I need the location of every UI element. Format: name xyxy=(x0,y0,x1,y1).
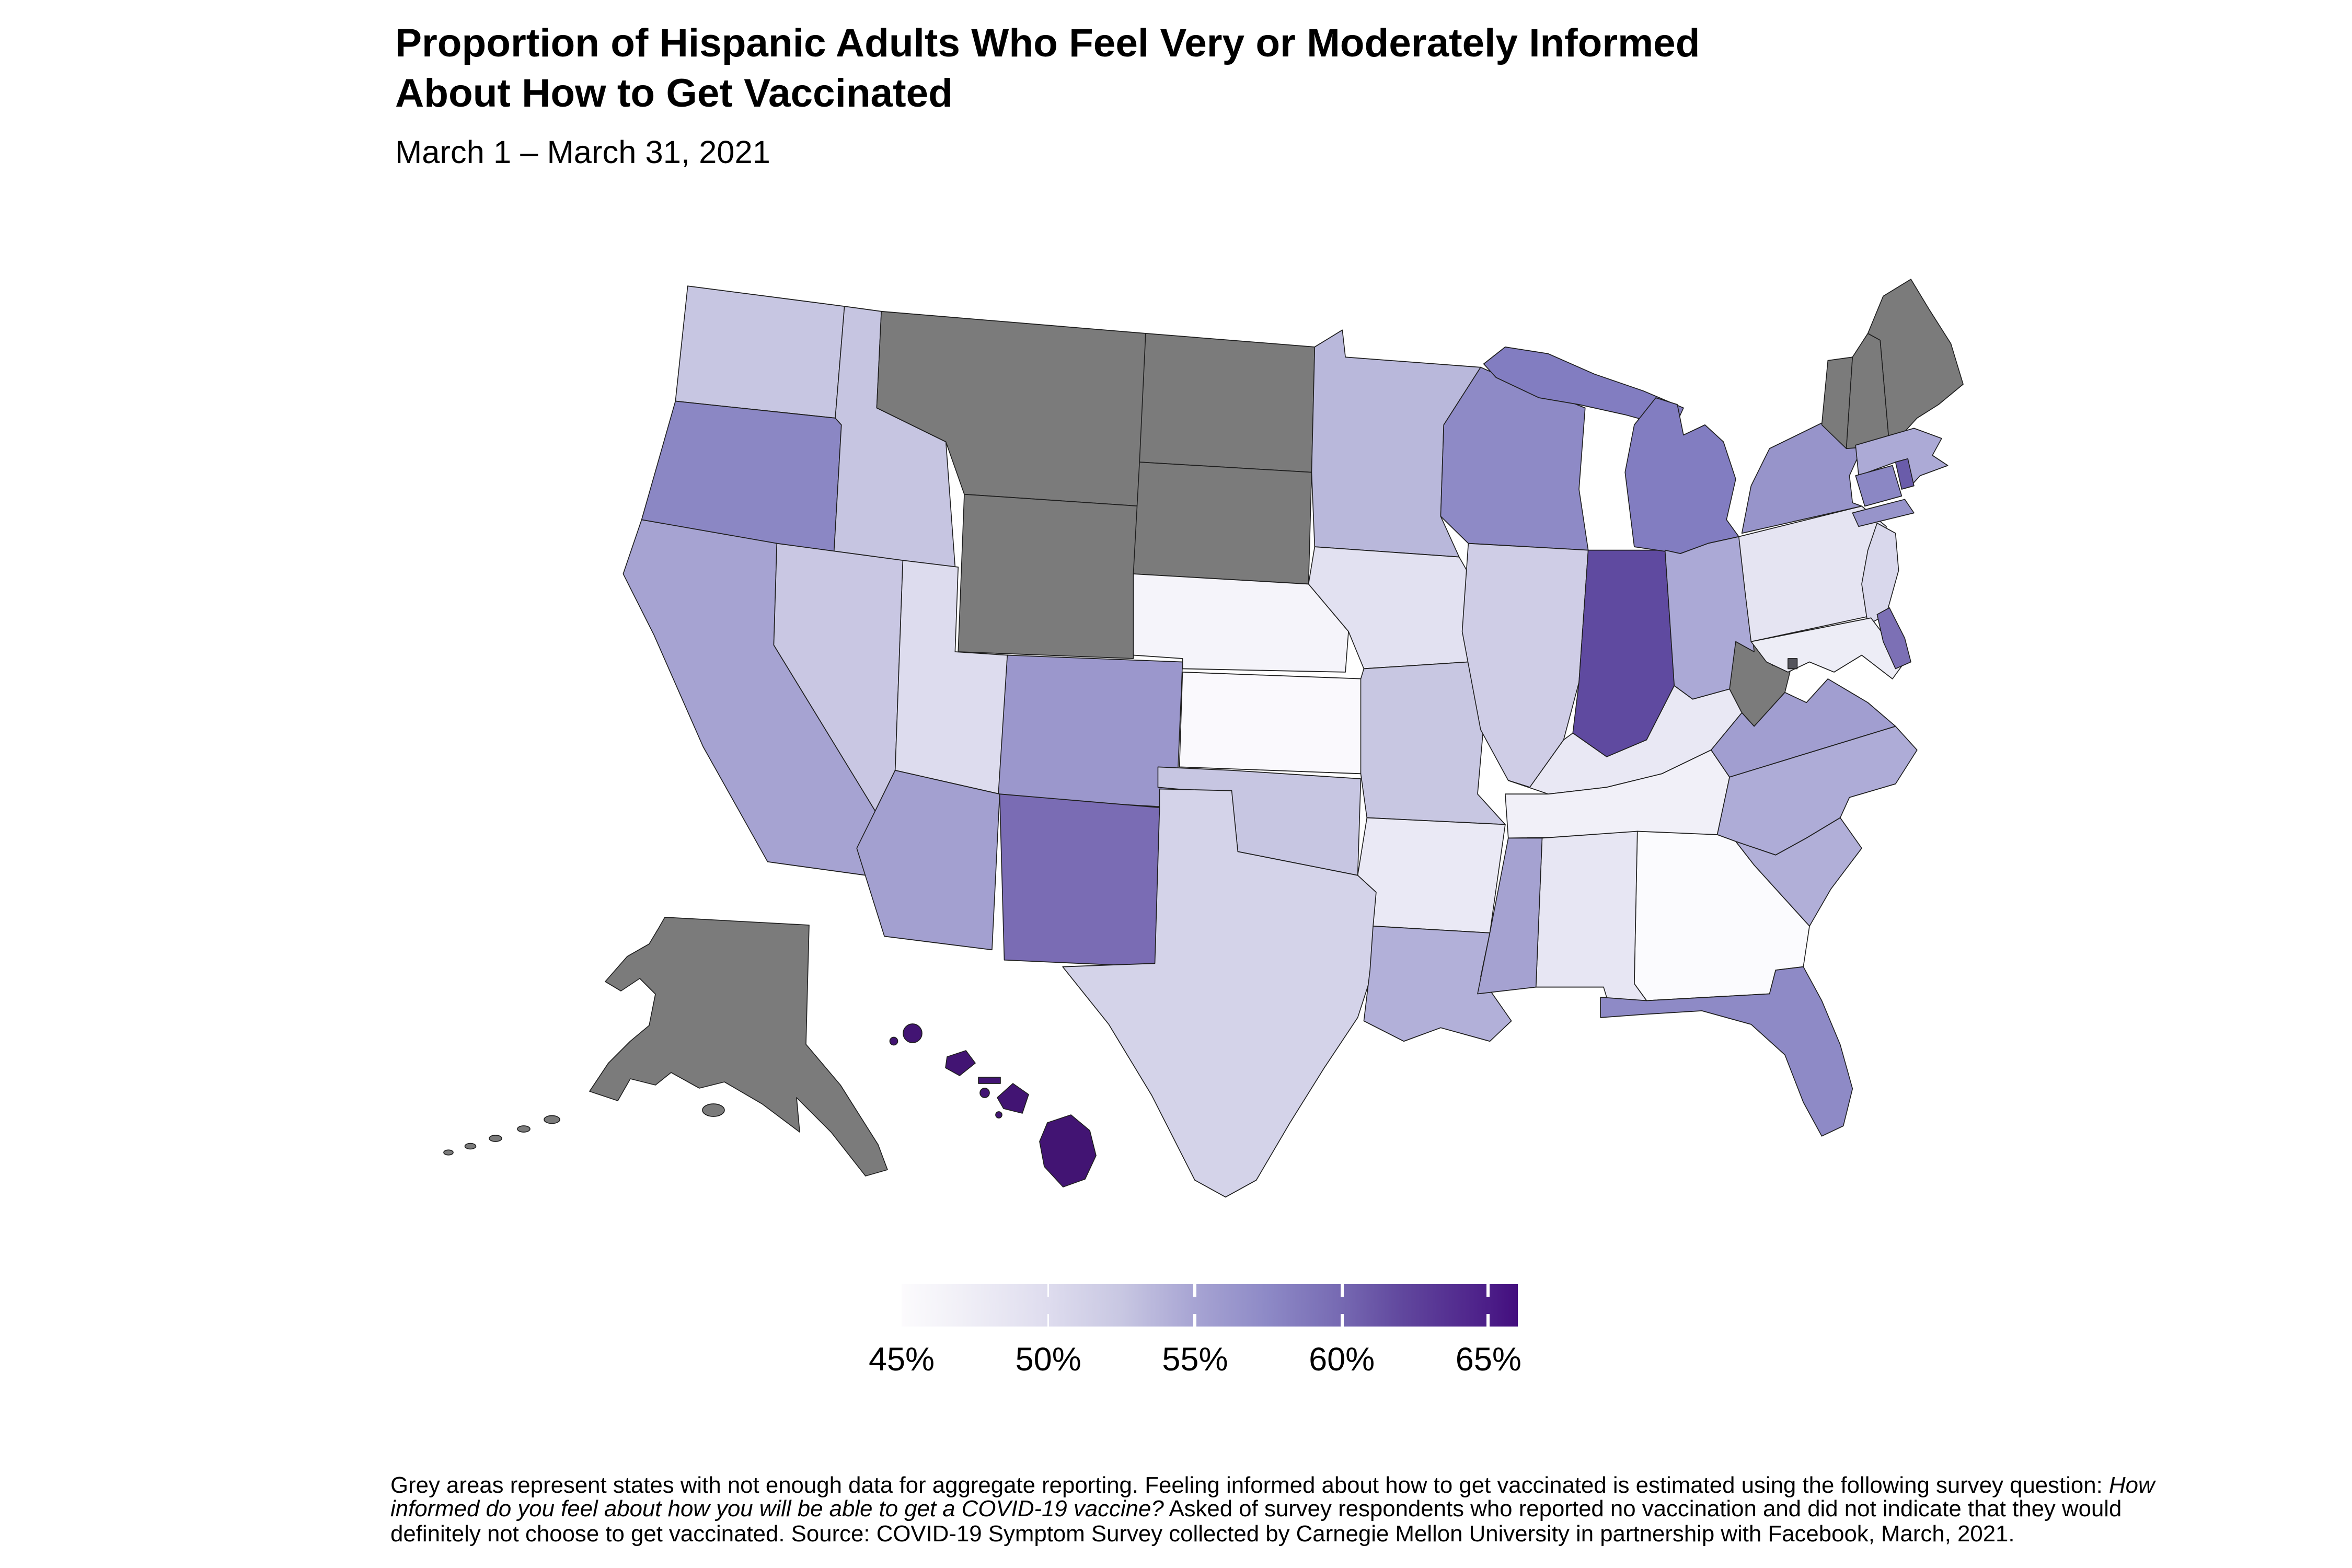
footnote-text-1: Grey areas represent states with not eno… xyxy=(390,1473,2109,1498)
legend-tick-55 xyxy=(1193,1284,1196,1297)
state-wyoming xyxy=(958,493,1140,659)
state-rhode-island xyxy=(1895,458,1915,490)
alaska-aleutian-island xyxy=(544,1115,560,1124)
state-michigan-lower-peninsula xyxy=(1624,397,1739,555)
alaska-aleutian-island xyxy=(443,1149,454,1156)
alaska-kodiak-island xyxy=(702,1103,725,1117)
state-arkansas xyxy=(1357,817,1506,933)
alaska-aleutian-island xyxy=(517,1125,531,1133)
state-north-dakota xyxy=(1139,333,1316,473)
state-connecticut xyxy=(1855,465,1903,507)
state-south-dakota xyxy=(1133,462,1312,585)
hawaii-island-big-island xyxy=(1039,1114,1097,1187)
hawaii-island-maui xyxy=(997,1083,1029,1114)
state-massachusetts xyxy=(1855,428,1949,487)
alaska-aleutian-island xyxy=(489,1135,502,1142)
legend-label-55: 55% xyxy=(1162,1342,1228,1378)
legend-tick-60 xyxy=(1340,1314,1343,1327)
state-colorado xyxy=(997,654,1183,809)
footnote-survey-question: How informed do you feel about how you w… xyxy=(390,1473,2155,1523)
alaska-aleutian-island xyxy=(464,1143,477,1150)
legend-tick-65 xyxy=(1487,1284,1490,1297)
state-delaware xyxy=(1876,607,1911,670)
state-washington xyxy=(675,285,845,419)
legend-tick-50 xyxy=(1047,1314,1050,1327)
state-new-york-long-island xyxy=(1852,499,1915,527)
legend-tick-55 xyxy=(1193,1314,1196,1327)
hawaii-island-niihau xyxy=(889,1036,898,1046)
legend-tick-65 xyxy=(1487,1314,1490,1327)
legend-gradient-bar xyxy=(902,1284,1518,1327)
legend-tick-50 xyxy=(1047,1284,1050,1297)
legend-tick-60 xyxy=(1340,1284,1343,1297)
legend-label-65: 65% xyxy=(1455,1342,1521,1378)
state-wisconsin xyxy=(1440,366,1589,551)
hawaii-island-lanai xyxy=(979,1088,990,1098)
footnote-text-2: Asked of survey respondents who reported… xyxy=(390,1497,2122,1548)
state-virginia xyxy=(1711,678,1896,778)
hawaii-island-kahoolawe xyxy=(995,1111,1002,1119)
state-alabama xyxy=(1535,831,1647,1008)
chart-title-line-2: About How to Get Vaccinated xyxy=(395,72,953,116)
hawaii-island-kauai xyxy=(903,1023,923,1043)
state-new-mexico xyxy=(999,793,1160,967)
hawaii-island-molokai xyxy=(978,1077,1001,1084)
legend-label-60: 60% xyxy=(1309,1342,1375,1378)
chart-subtitle: March 1 – March 31, 2021 xyxy=(395,135,770,171)
legend-label-50: 50% xyxy=(1015,1342,1081,1378)
alaska-inset-group xyxy=(443,917,888,1177)
chart-title: Proportion of Hispanic Adults Who Feel V… xyxy=(395,19,1700,119)
state-maine xyxy=(1867,279,1964,446)
legend-label-45: 45% xyxy=(868,1342,935,1378)
legend-tick-labels: 45% 50% 55% 60% 65% xyxy=(869,1342,1521,1380)
state-new-jersey xyxy=(1861,522,1899,626)
lower-48-group xyxy=(622,279,1964,1198)
color-legend xyxy=(902,1284,1518,1327)
chart-title-line-1: Proportion of Hispanic Adults Who Feel V… xyxy=(395,22,1700,66)
hawaii-island-oahu xyxy=(945,1050,976,1076)
state-texas xyxy=(1062,788,1377,1198)
footnote: Grey areas represent states with not eno… xyxy=(390,1473,2217,1549)
state-district-of-columbia xyxy=(1788,658,1798,670)
state-alaska xyxy=(589,917,888,1177)
state-kansas xyxy=(1179,672,1365,775)
hawaii-inset-group xyxy=(889,1023,1097,1187)
state-mississippi xyxy=(1477,837,1543,995)
state-florida xyxy=(1600,966,1853,1137)
